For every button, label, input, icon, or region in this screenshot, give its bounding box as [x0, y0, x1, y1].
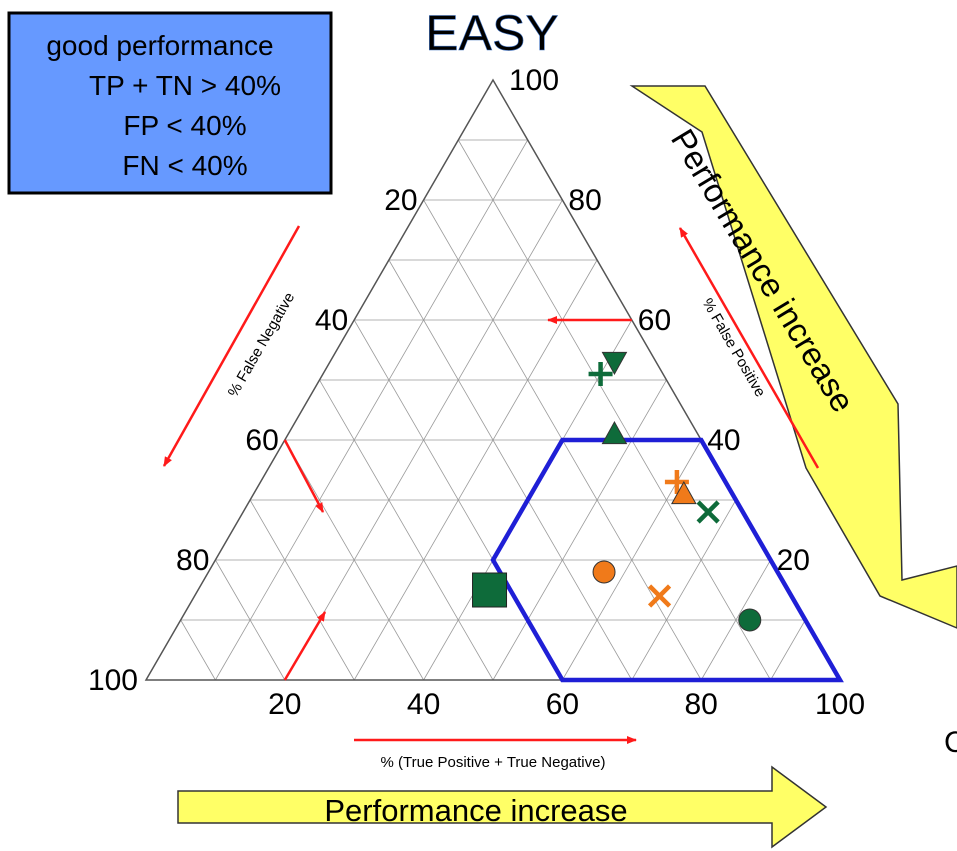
grid-line-tp: [700, 559, 771, 681]
tick-label-tp-tn: 80: [685, 688, 718, 721]
tick-label-fn: 100: [88, 664, 138, 697]
axis-label-fn: % False Negative: [225, 290, 299, 400]
orange-circle-point: [592, 560, 616, 584]
grid-line-tp: [770, 619, 806, 681]
grid-line-tp: [215, 139, 529, 681]
red-direction-arrow: [678, 227, 820, 469]
axis-label-tp-tn: % (True Positive + True Negative): [381, 754, 606, 771]
bottom-arrow-label: Performance increase: [324, 793, 627, 828]
grid-line-fn: [284, 439, 424, 681]
grid-line-tp: [353, 259, 598, 681]
grid-line-fn: [457, 139, 771, 681]
orange-x-point: [647, 584, 672, 608]
data-points: [472, 351, 762, 632]
triangle-outline: [144, 78, 842, 681]
tick-label-tp-tn: 20: [268, 688, 301, 721]
green-x-point: [696, 500, 720, 524]
green-circle-point: [738, 608, 762, 632]
red-direction-arrow: [283, 439, 325, 513]
criteria-line-tp-tn: TP + TN > 40%: [89, 70, 281, 101]
criteria-heading: good performance: [46, 30, 273, 61]
grid-line-fn: [249, 499, 355, 681]
tick-label-tp-tn: 40: [407, 688, 440, 721]
chart-title: EASY: [425, 5, 558, 61]
green-square-point: [472, 572, 508, 608]
grid-line-fn: [215, 559, 286, 681]
tick-label-tp-tn: 60: [546, 688, 579, 721]
orange-triangle-up-point: [671, 480, 697, 505]
criteria-line-fp: FP < 40%: [123, 110, 246, 141]
edge-glyph: C: [944, 726, 957, 759]
grid-line-fn: [180, 619, 216, 681]
tick-label-fp: 20: [777, 544, 810, 577]
red-direction-arrow: [162, 225, 301, 467]
criteria-box-background: [7, 11, 333, 195]
ternary-plot: 20 40 60 80 100 100 20 40 60 80 20 40 60 80 100: [88, 64, 865, 744]
criteria-line-fn: FN < 40%: [122, 150, 247, 181]
bottom-yellow-arrow-body: [177, 765, 828, 849]
green-triangle-down-point: [601, 351, 628, 376]
red-direction-arrow: [283, 611, 327, 681]
green-plus-point: [588, 362, 613, 386]
grid-line-tp: [631, 499, 737, 681]
tick-labels: 20 40 60 80 100 100 20 40 60 80 20 40 60 80 100: [88, 64, 865, 721]
tick-label-fn: 40: [315, 304, 348, 337]
grid-line-tp: [492, 379, 667, 681]
performance-arrow-bottom: Performance increase: [177, 765, 828, 849]
tick-label-fp: 100: [509, 64, 559, 97]
direction-arrows: [162, 225, 820, 744]
diagonal-yellow-arrow-shape: [629, 85, 957, 629]
tick-label-fn: 80: [176, 544, 209, 577]
tick-label-fp: 60: [638, 304, 671, 337]
tick-label-fn: 20: [384, 184, 417, 217]
grid-line-fn: [319, 379, 494, 681]
orange-plus-point: [664, 470, 689, 494]
tick-label-tp-tn: 100: [815, 688, 865, 721]
criteria-box: good performance TP + TN > 40% FP < 40% …: [7, 11, 333, 195]
tick-label-fp: 40: [707, 424, 740, 457]
grid-line-fn: [388, 259, 633, 681]
tick-label-fn: 60: [245, 424, 278, 457]
green-triangle-up-point: [601, 420, 628, 445]
tick-label-fp: 80: [568, 184, 601, 217]
